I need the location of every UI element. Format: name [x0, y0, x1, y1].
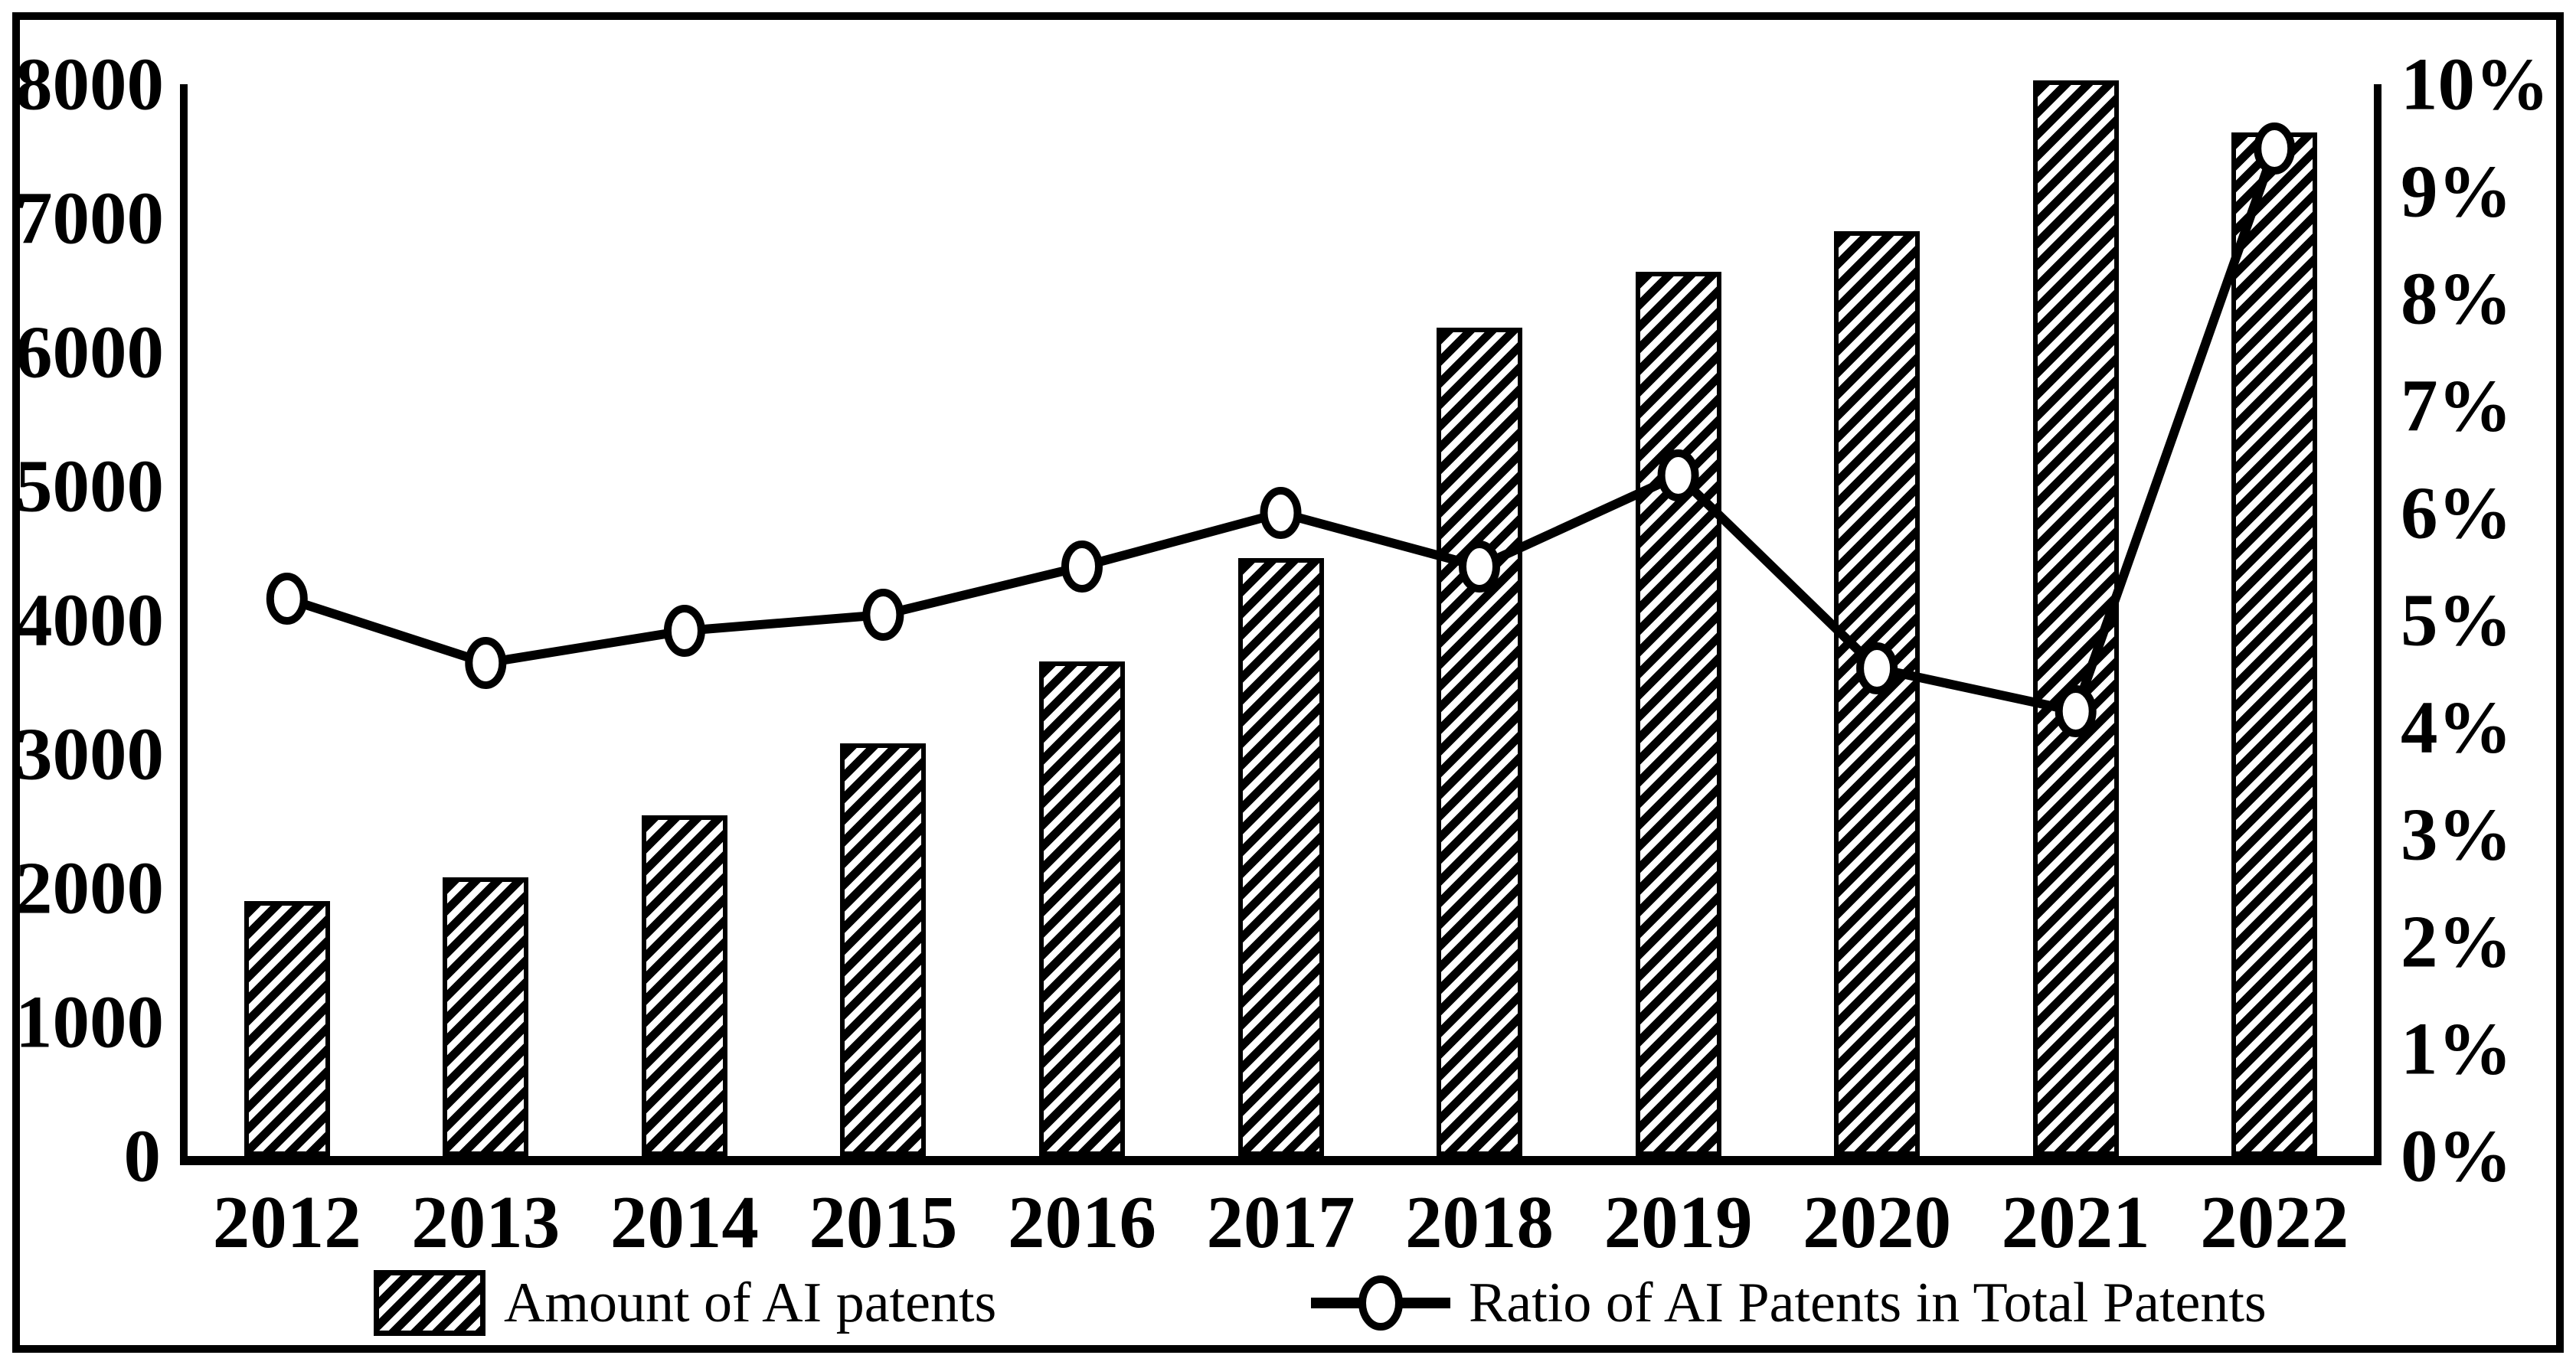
left-axis-tick-label: 8000	[15, 43, 164, 126]
ratio-marker-2014	[663, 605, 705, 657]
right-axis-tick-label: 1%	[2401, 1007, 2512, 1090]
line-series-marker-icon	[1311, 1275, 1450, 1331]
right-axis-line	[2374, 84, 2381, 1165]
ratio-marker-2012	[266, 573, 308, 625]
legend-item-line: Ratio of AI Patents in Total Patents	[1311, 1263, 2267, 1343]
right-axis-tick-label: 2%	[2401, 900, 2512, 983]
ratio-marker-2018	[1459, 540, 1500, 593]
bar-2021	[2033, 80, 2119, 1156]
legend-label-bars: Amount of AI patents	[504, 1271, 997, 1334]
bar-2020	[1834, 231, 1920, 1156]
ratio-marker-2022	[2254, 122, 2296, 175]
ratio-marker-2019	[1657, 449, 1699, 501]
left-axis-tick-label: 6000	[15, 311, 164, 393]
bar-series-swatch-icon	[374, 1270, 485, 1336]
ratio-marker-2020	[1856, 642, 1898, 694]
legend-item-bars: Amount of AI patents	[374, 1263, 996, 1343]
left-axis-tick-label: 2000	[15, 847, 164, 929]
x-axis-label-2018: 2018	[1405, 1181, 1554, 1263]
right-axis-tick-label: 0%	[2401, 1115, 2512, 1197]
ratio-line	[285, 147, 2279, 717]
bar-2017	[1238, 558, 1324, 1156]
bar-2018	[1437, 328, 1522, 1156]
right-axis-tick-label: 8%	[2401, 257, 2512, 340]
bar-2012	[244, 901, 330, 1156]
x-axis-label-2015: 2015	[809, 1181, 958, 1263]
plot-area	[180, 80, 2381, 1165]
ratio-marker-2016	[1061, 540, 1103, 593]
right-axis-tick-label: 5%	[2401, 579, 2512, 661]
bar-2016	[1039, 661, 1125, 1156]
x-axis-line	[180, 1156, 2381, 1165]
right-axis-tick-label: 4%	[2401, 686, 2512, 769]
left-axis-tick-label: 0	[123, 1115, 162, 1197]
x-axis-label-2012: 2012	[212, 1181, 361, 1263]
bar-2015	[840, 743, 926, 1156]
right-axis-tick-label: 6%	[2401, 472, 2512, 554]
x-axis-label-2021: 2021	[2001, 1181, 2150, 1263]
bar-2019	[1636, 272, 1721, 1156]
left-axis-line	[180, 84, 188, 1165]
x-axis-label-2019: 2019	[1603, 1181, 1753, 1263]
left-axis-tick-label: 1000	[15, 981, 164, 1063]
bar-2013	[443, 877, 528, 1156]
right-axis-tick-label: 10%	[2401, 43, 2549, 126]
ratio-marker-2017	[1260, 487, 1302, 539]
x-axis-label-2020: 2020	[1803, 1181, 1952, 1263]
x-axis-label-2014: 2014	[610, 1181, 759, 1263]
legend-label-line: Ratio of AI Patents in Total Patents	[1469, 1271, 2267, 1334]
right-axis-tick-label: 7%	[2401, 364, 2512, 447]
ratio-line-layer	[266, 122, 2296, 737]
x-axis-label-2013: 2013	[411, 1181, 561, 1263]
left-axis-tick-label: 4000	[15, 579, 164, 661]
x-axis-label-2017: 2017	[1206, 1181, 1355, 1263]
left-axis-tick-label: 3000	[15, 713, 164, 795]
ratio-marker-2015	[862, 589, 904, 641]
bar-2014	[642, 815, 727, 1156]
left-axis-tick-label: 5000	[15, 445, 164, 527]
right-axis-tick-label: 3%	[2401, 793, 2512, 876]
x-axis-label-2022: 2022	[2200, 1181, 2349, 1263]
right-axis-tick-label: 9%	[2401, 150, 2512, 233]
bar-2022	[2231, 132, 2317, 1156]
x-axis-label-2016: 2016	[1007, 1181, 1156, 1263]
ratio-marker-2021	[2055, 685, 2097, 737]
ratio-marker-2013	[465, 637, 507, 689]
left-axis-tick-label: 7000	[15, 177, 164, 260]
